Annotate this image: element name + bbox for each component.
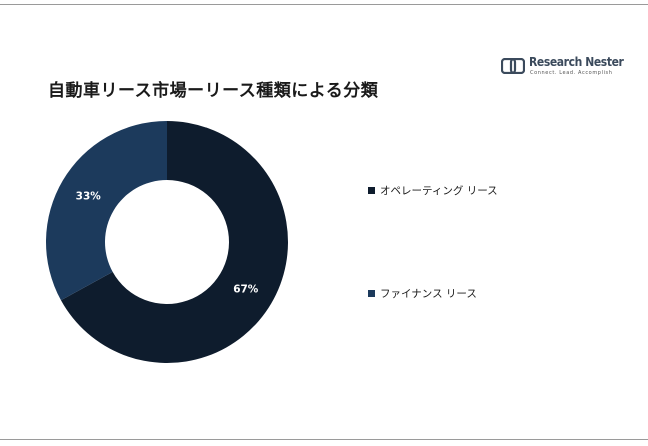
legend-item-operating-lease: オペレーティング リース xyxy=(368,183,498,198)
legend-item-finance-lease: ファイナンス リース xyxy=(368,286,477,301)
legend-label-operating-lease: オペレーティング リース xyxy=(380,185,498,197)
top-rule xyxy=(0,4,648,5)
legend-swatch-operating-lease xyxy=(368,187,375,194)
legend-swatch-finance-lease xyxy=(368,290,375,297)
donut-slice-operating-lease xyxy=(60,121,289,363)
logo-name: Research Nester xyxy=(529,55,624,69)
logo-mark-icon xyxy=(501,58,525,74)
bottom-rule xyxy=(0,439,648,440)
research-nester-logo: Research Nester Connect. Lead. Accomplis… xyxy=(501,55,624,79)
data-label-operating-lease: 67% xyxy=(233,284,259,296)
chart-title: 自動車リース市場ーリース種類による分類 xyxy=(48,81,379,101)
legend-label-finance-lease: ファイナンス リース xyxy=(380,288,477,300)
data-label-finance-lease: 33% xyxy=(76,190,102,202)
donut-slice-finance-lease xyxy=(46,121,167,301)
logo-tagline: Connect. Lead. Accomplish xyxy=(530,70,613,76)
